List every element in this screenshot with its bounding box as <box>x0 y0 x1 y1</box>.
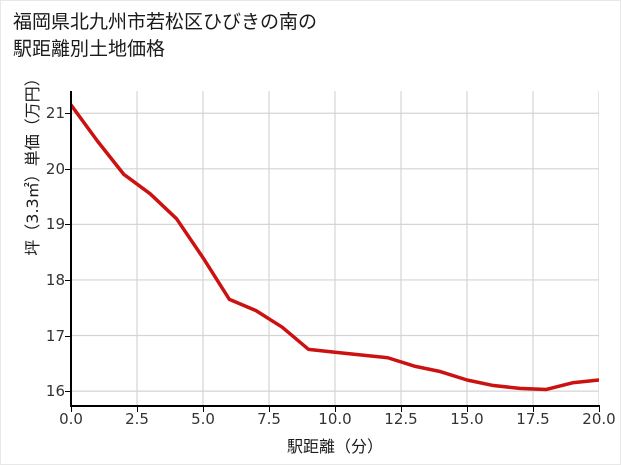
y-tick-mark <box>65 335 70 337</box>
y-tick-label: 20 <box>45 159 65 178</box>
x-tick-label: 2.5 <box>125 410 149 428</box>
y-tick-label: 19 <box>45 215 65 234</box>
plot-area <box>71 91 599 405</box>
y-tick-mark <box>65 168 70 170</box>
y-axis-label: 坪（3.3㎡）単価（万円） <box>23 70 42 256</box>
x-tick-mark <box>533 407 534 412</box>
y-tick-mark <box>65 279 70 281</box>
x-tick-label: 20.0 <box>582 410 616 428</box>
x-axis-spine <box>70 405 600 407</box>
y-axis-tick-labels: 16 17 18 19 20 21 <box>19 91 65 405</box>
x-tick-mark <box>269 407 270 412</box>
x-axis-label: 駅距離（分） <box>286 437 383 456</box>
x-tick-label: 0.0 <box>59 410 83 428</box>
line-chart-svg <box>71 91 599 405</box>
x-tick-label: 12.5 <box>384 410 418 428</box>
x-tick-mark <box>335 407 336 412</box>
x-tick-label: 15.0 <box>450 410 484 428</box>
x-tick-mark <box>71 407 72 412</box>
vertical-gridlines <box>71 91 599 405</box>
x-tick-mark <box>203 407 204 412</box>
y-tick-label: 18 <box>45 270 65 289</box>
y-tick-label: 21 <box>45 104 65 123</box>
price-line-series <box>71 103 599 392</box>
y-tick-mark <box>65 391 70 393</box>
x-tick-mark <box>467 407 468 412</box>
x-tick-mark <box>137 407 138 412</box>
x-tick-mark <box>401 407 402 412</box>
y-tick-label: 16 <box>45 382 65 401</box>
x-tick-label: 10.0 <box>318 410 352 428</box>
y-tick-label: 17 <box>45 326 65 345</box>
y-axis-spine <box>70 91 72 407</box>
x-tick-label: 17.5 <box>516 410 550 428</box>
x-tick-label: 7.5 <box>257 410 281 428</box>
x-tick-label: 5.0 <box>191 410 215 428</box>
chart-title: 福岡県北九州市若松区ひびきの南の 駅距離別土地価格 <box>13 11 318 60</box>
x-tick-mark <box>599 407 600 412</box>
y-tick-mark <box>65 113 70 115</box>
x-axis-tick-labels: 0.0 2.5 5.0 7.5 10.0 12.5 15.0 17.5 20.0 <box>59 410 616 432</box>
y-tick-mark <box>65 224 70 226</box>
